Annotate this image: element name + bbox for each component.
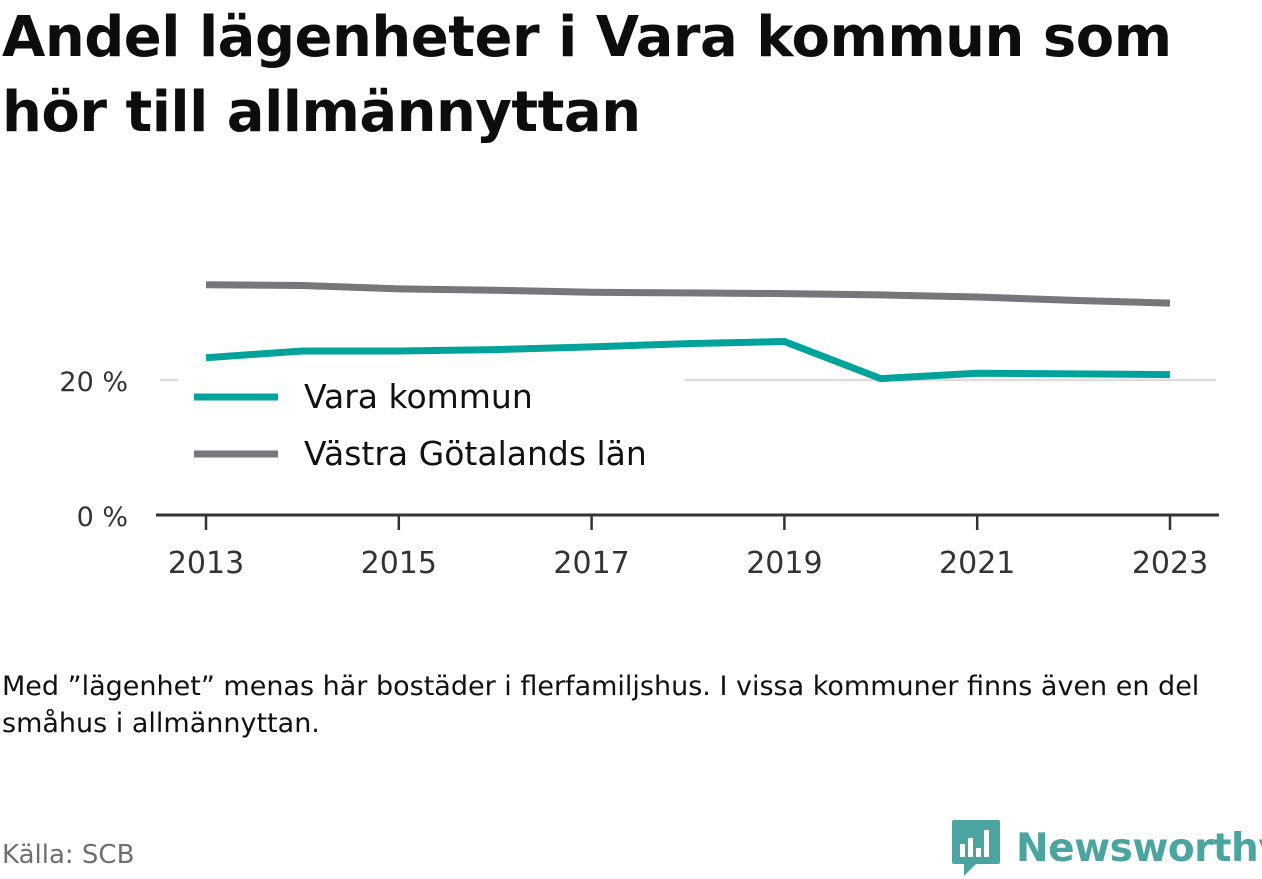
line-chart: 0 % 20 % 2013 2015 2017 2019 2021 2023 Vara komm… [59, 281, 1219, 581]
legend-label-1: Västra Götalands län [304, 434, 647, 473]
source-label: Källa: SCB [2, 840, 135, 870]
newsworthy-icon [952, 820, 1000, 876]
x-tick-label-0: 2013 [168, 546, 244, 581]
series-line-1 [205, 281, 1171, 307]
brand-name: Newsworthy [1016, 825, 1262, 871]
x-tick-label-2: 2017 [553, 546, 629, 581]
y-tick-label-0: 0 % [77, 502, 128, 533]
x-tick-label-5: 2023 [1132, 546, 1208, 581]
x-tick-label-3: 2019 [746, 546, 822, 581]
newsworthy-logo: Newsworthy [950, 818, 1262, 878]
x-tick-label-1: 2015 [361, 546, 437, 581]
chart-title: Andel lägenheter i Vara kommun som hör t… [2, 5, 1172, 145]
y-tick-label-1: 20 % [59, 367, 128, 398]
x-tick-label-4: 2021 [939, 546, 1015, 581]
legend-label-0: Vara kommun [304, 377, 533, 416]
footnote: Med ”lägenhet” menas här bostäder i fler… [2, 671, 1200, 739]
series-line-0 [205, 338, 1171, 383]
